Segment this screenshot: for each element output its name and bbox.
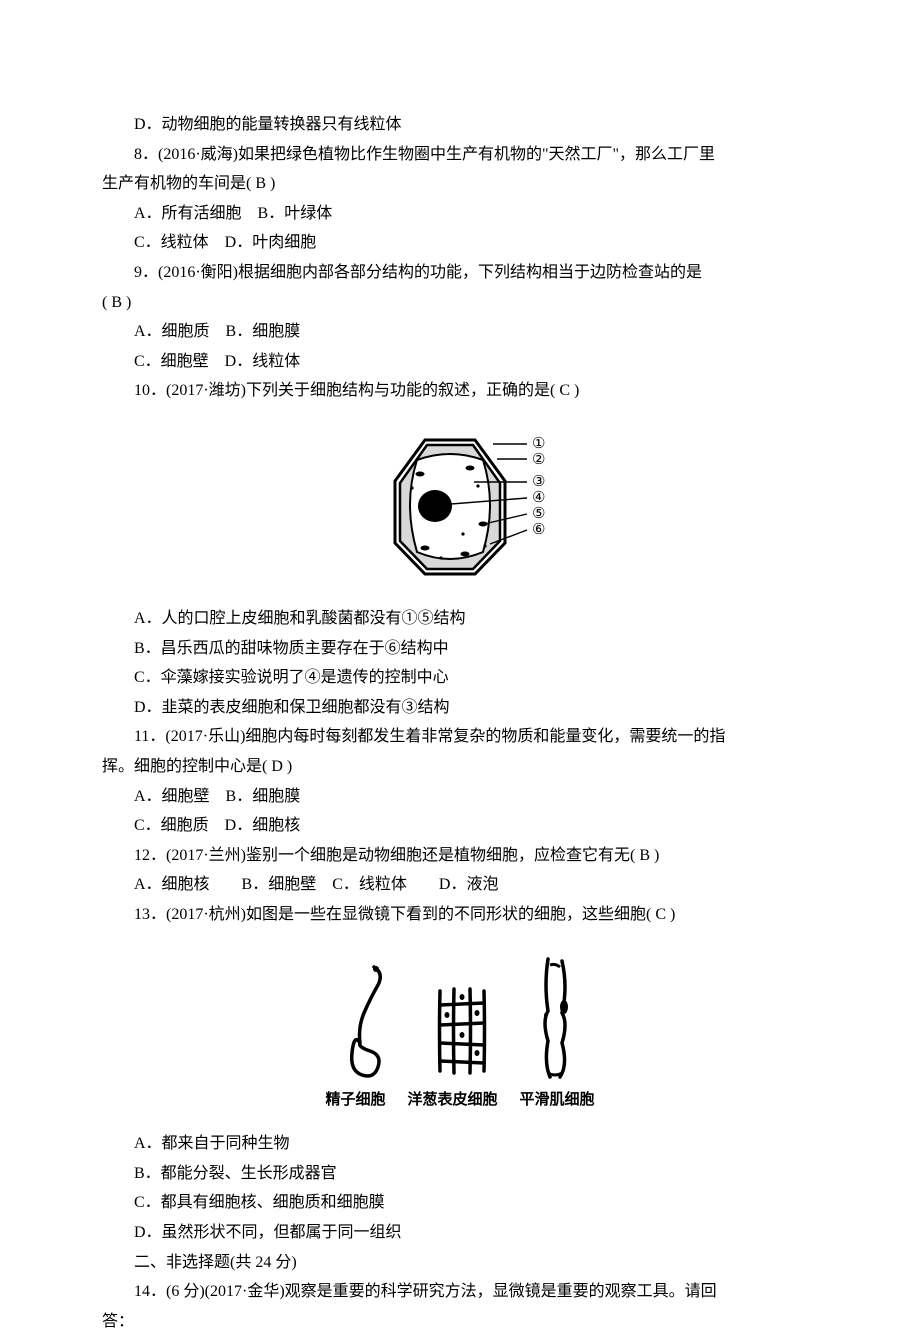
label-5: ⑤ <box>532 506 545 522</box>
q8-option-cd: C．线粒体 D．叶肉细胞 <box>102 228 818 258</box>
section-2-heading: 二、非选择题(共 24 分) <box>102 1248 818 1278</box>
dot-1 <box>410 486 413 489</box>
figure-captions: 精子细胞 洋葱表皮细胞 平滑肌细胞 <box>102 1087 818 1115</box>
chloroplast-2 <box>466 465 475 470</box>
q7-option-d: D．动物细胞的能量转换器只有线粒体 <box>102 110 818 140</box>
label-2: ② <box>532 452 545 468</box>
chloroplast-4 <box>421 545 430 550</box>
q9-stem-line1: 9．(2016·衡阳)根据细胞内部各部分结构的功能，下列结构相当于边防检查站的是 <box>102 258 818 288</box>
q8-option-ab: A．所有活细胞 B．叶绿体 <box>102 199 818 229</box>
onion-epidermis-icon <box>426 981 498 1081</box>
q13-stem: 13．(2017·杭州)如图是一些在显微镜下看到的不同形状的细胞，这些细胞( C… <box>102 900 818 930</box>
chloroplast-5 <box>461 551 470 556</box>
q13-option-d: D．虽然形状不同，但都属于同一组织 <box>102 1218 818 1248</box>
label-6: ⑥ <box>532 522 545 538</box>
q10-option-d: D．韭菜的表皮细胞和保卫细胞都没有③结构 <box>102 693 818 723</box>
caption-onion: 洋葱表皮细胞 <box>407 1087 497 1115</box>
q9-option-cd: C．细胞壁 D．线粒体 <box>102 347 818 377</box>
q13-option-a: A．都来自于同种生物 <box>102 1129 818 1159</box>
q10-option-a: A．人的口腔上皮细胞和乳酸菌都没有①⑤结构 <box>102 604 818 634</box>
dot-5 <box>483 544 486 547</box>
q8-stem-line2: 生产有机物的车间是( B ) <box>102 169 818 199</box>
chloroplast-1 <box>416 471 425 476</box>
dot-3 <box>461 532 464 535</box>
q13-option-b: B．都能分裂、生长形成器官 <box>102 1159 818 1189</box>
dot-2 <box>476 484 479 487</box>
dot-4 <box>439 556 442 559</box>
cell-diagram: ① ② ③ ④ ⑤ ⑥ <box>365 426 555 586</box>
q10-stem: 10．(2017·潍坊)下列关于细胞结构与功能的叙述，正确的是( C ) <box>102 376 818 406</box>
nucleus <box>418 490 452 522</box>
caption-muscle: 平滑肌细胞 <box>520 1087 595 1115</box>
q11-stem-line2: 挥。细胞的控制中心是( D ) <box>102 752 818 782</box>
label-3: ③ <box>532 474 545 490</box>
q9-stem-line2: ( B ) <box>102 288 818 318</box>
q10-option-b: B．昌乐西瓜的甜味物质主要存在于⑥结构中 <box>102 634 818 664</box>
label-1: ① <box>532 436 545 452</box>
q11-option-cd: C．细胞质 D．细胞核 <box>102 811 818 841</box>
q12-stem: 12．(2017·兰州)鉴别一个细胞是动物细胞还是植物细胞，应检查它有无( B … <box>102 841 818 871</box>
label-4: ④ <box>532 490 545 506</box>
sperm-cell-icon <box>344 961 390 1081</box>
q10-option-c: C．伞藻嫁接实验说明了④是遗传的控制中心 <box>102 663 818 693</box>
cell-shapes-figure <box>102 955 818 1081</box>
q11-stem-line1: 11．(2017·乐山)细胞内每时每刻都发生着非常复杂的物质和能量变化，需要统一… <box>102 722 818 752</box>
q14-stem-line1: 14．(6 分)(2017·金华)观察是重要的科学研究方法，显微镜是重要的观察工… <box>102 1277 818 1307</box>
q14-stem-line2: 答： <box>102 1307 818 1336</box>
q13-option-c: C．都具有细胞核、细胞质和细胞膜 <box>102 1188 818 1218</box>
q9-option-ab: A．细胞质 B．细胞膜 <box>102 317 818 347</box>
smooth-muscle-icon <box>534 955 576 1081</box>
caption-sperm: 精子细胞 <box>325 1087 385 1115</box>
q8-stem-line1: 8．(2016·威海)如果把绿色植物比作生物圈中生产有机物的"天然工厂"，那么工… <box>102 140 818 170</box>
q11-option-ab: A．细胞壁 B．细胞膜 <box>102 782 818 812</box>
q12-options: A．细胞核 B．细胞壁 C．线粒体 D．液泡 <box>102 870 818 900</box>
